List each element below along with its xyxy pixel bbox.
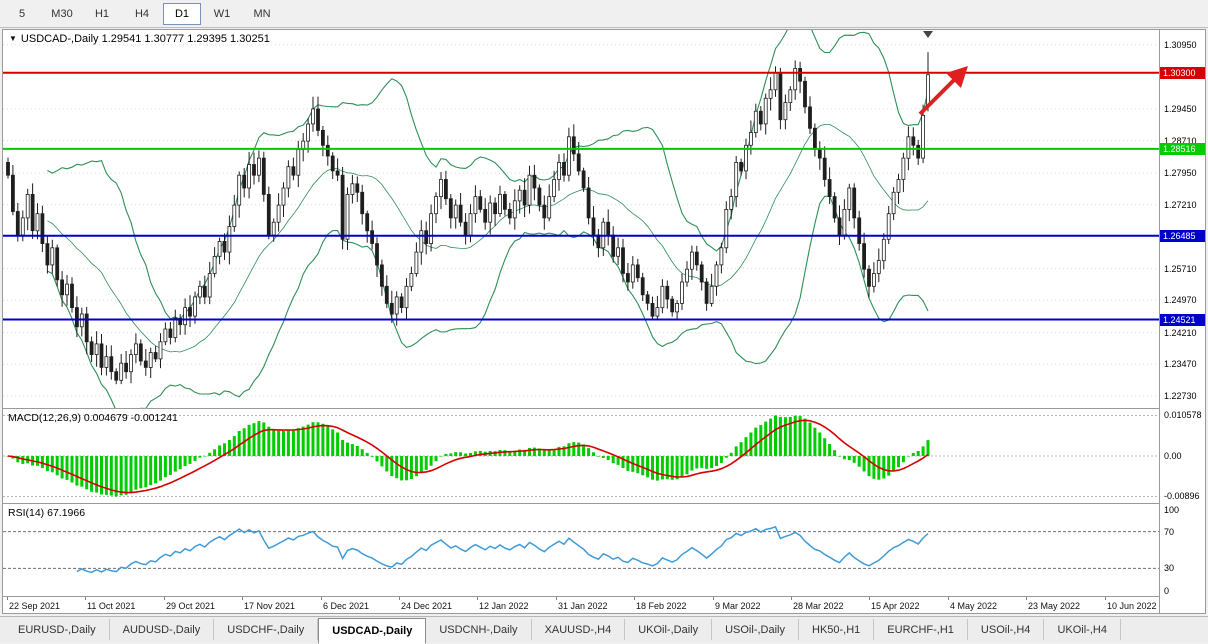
price-tick-1.27950: 1.27950 bbox=[1164, 168, 1197, 178]
tab-ukoil-daily[interactable]: UKOil-,Daily bbox=[625, 619, 713, 640]
price-tick-1.24970: 1.24970 bbox=[1164, 295, 1197, 305]
date-tick bbox=[634, 597, 635, 600]
date-label: 22 Sep 2021 bbox=[9, 601, 61, 611]
date-tick bbox=[321, 597, 322, 600]
panel-splitter bbox=[3, 596, 1205, 597]
breakout-arrow-annotation[interactable] bbox=[918, 66, 968, 116]
candlestick-series bbox=[6, 52, 930, 385]
rsi-value: 67.1966 bbox=[47, 507, 86, 519]
price-tick-1.29450: 1.29450 bbox=[1164, 104, 1197, 114]
rsi-panel-canvas[interactable] bbox=[3, 504, 1159, 596]
timeframe-w1[interactable]: W1 bbox=[213, 7, 231, 20]
tab-usoil-daily[interactable]: USOil-,Daily bbox=[712, 619, 799, 640]
date-label: 11 Oct 2021 bbox=[87, 601, 136, 611]
date-tick bbox=[477, 597, 478, 600]
macd-signal-value: -0.001241 bbox=[130, 412, 178, 424]
date-tick bbox=[85, 597, 86, 600]
chart-window: ▼ USDCAD-,Daily 1.29541 1.30777 1.29395 … bbox=[2, 29, 1206, 614]
timeframe-5[interactable]: 5 bbox=[18, 7, 26, 20]
date-axis: 22 Sep 2021 11 Oct 2021 29 Oct 2021 17 Nov … bbox=[3, 597, 1159, 613]
tab-usdcnh-daily[interactable]: USDCNH-,Daily bbox=[426, 619, 532, 640]
price-tick-1.27210: 1.27210 bbox=[1164, 200, 1197, 210]
macd-name: MACD(12,26,9) bbox=[8, 412, 81, 424]
price-tick-1.24210: 1.24210 bbox=[1164, 328, 1197, 338]
tab-eurusd-daily[interactable]: EURUSD-,Daily bbox=[5, 619, 110, 640]
date-label: 24 Dec 2021 bbox=[401, 601, 453, 611]
symbol-tab-bar: EURUSD-,Daily AUDUSD-,Daily USDCHF-,Daily U… bbox=[0, 616, 1208, 644]
date-tick bbox=[399, 597, 400, 600]
date-label: 4 May 2022 bbox=[950, 601, 998, 611]
date-label: 9 Mar 2022 bbox=[715, 601, 761, 611]
rsi-line bbox=[76, 525, 929, 574]
date-tick bbox=[1105, 597, 1106, 600]
timeframe-d1[interactable]: D1 bbox=[163, 2, 201, 25]
date-tick bbox=[7, 597, 8, 600]
rsi-indicator-label: RSI(14) 67.1966 bbox=[8, 507, 85, 519]
price-tag-1.24521[interactable]: 1.24521 bbox=[1160, 314, 1205, 326]
date-tick bbox=[869, 597, 870, 600]
date-label: 17 Nov 2021 bbox=[244, 601, 296, 611]
timeframe-toolbar: 5 M30 H1 H4 D1 W1 MN bbox=[0, 0, 1208, 28]
date-label: 18 Feb 2022 bbox=[636, 601, 687, 611]
rsi-scale-0: 0 bbox=[1164, 586, 1170, 596]
timeframe-h4[interactable]: H4 bbox=[134, 7, 150, 20]
price-tick-1.30950: 1.30950 bbox=[1164, 40, 1197, 50]
macd-panel-canvas[interactable] bbox=[3, 409, 1159, 503]
timeframe-mn[interactable]: MN bbox=[253, 7, 271, 20]
panel-splitter[interactable] bbox=[3, 503, 1205, 504]
price-tick-1.28710: 1.28710 bbox=[1164, 136, 1197, 146]
date-label: 29 Oct 2021 bbox=[166, 601, 216, 611]
date-tick bbox=[1026, 597, 1027, 600]
date-label: 10 Jun 2022 bbox=[1107, 601, 1157, 611]
date-label: 28 Mar 2022 bbox=[793, 601, 844, 611]
price-tick-1.22730: 1.22730 bbox=[1164, 391, 1197, 401]
tab-usoil-h4[interactable]: USOil-,H4 bbox=[968, 619, 1045, 640]
rsi-scale-30: 30 bbox=[1164, 563, 1175, 573]
price-chart-canvas[interactable] bbox=[3, 30, 1159, 408]
date-label: 15 Apr 2022 bbox=[871, 601, 920, 611]
price-tag-1.26485[interactable]: 1.26485 bbox=[1160, 230, 1205, 242]
panel-splitter[interactable] bbox=[3, 408, 1205, 409]
macd-indicator-label: MACD(12,26,9) 0.004679 -0.001241 bbox=[8, 412, 178, 424]
tab-ukoil-h4[interactable]: UKOil-,H4 bbox=[1044, 619, 1121, 640]
scale-border bbox=[1159, 30, 1160, 613]
chart-shift-marker[interactable] bbox=[923, 31, 933, 38]
tab-hk50-h1[interactable]: HK50-,H1 bbox=[799, 619, 875, 640]
date-label: 6 Dec 2021 bbox=[323, 601, 370, 611]
rsi-scale-70: 70 bbox=[1164, 527, 1175, 537]
price-tick-1.25710: 1.25710 bbox=[1164, 264, 1197, 274]
macd-scale-top: 0.010578 bbox=[1164, 410, 1202, 420]
one-click-trading-icon[interactable]: ▼ bbox=[9, 34, 17, 43]
rsi-name: RSI(14) bbox=[8, 507, 45, 519]
price-scale-column: 1.30950 1.29450 1.28710 1.27950 1.27210 1.257… bbox=[1160, 30, 1205, 613]
price-tick-1.23470: 1.23470 bbox=[1164, 359, 1197, 369]
date-tick bbox=[791, 597, 792, 600]
macd-scale-zero: 0.00 bbox=[1164, 451, 1182, 461]
chart-title: ▼ USDCAD-,Daily 1.29541 1.30777 1.29395 … bbox=[9, 33, 270, 45]
tab-usdcad-daily[interactable]: USDCAD-,Daily bbox=[318, 618, 427, 644]
rsi-scale-100: 100 bbox=[1164, 505, 1180, 515]
date-label: 31 Jan 2022 bbox=[558, 601, 608, 611]
date-tick bbox=[242, 597, 243, 600]
chart-title-text: USDCAD-,Daily 1.29541 1.30777 1.29395 1.… bbox=[20, 33, 270, 45]
price-tag-1.30300[interactable]: 1.30300 bbox=[1160, 67, 1205, 79]
tab-audusd-daily[interactable]: AUDUSD-,Daily bbox=[110, 619, 215, 640]
timeframe-h1[interactable]: H1 bbox=[94, 7, 110, 20]
price-tag-1.28516[interactable]: 1.28516 bbox=[1160, 143, 1205, 155]
timeframe-m30[interactable]: M30 bbox=[51, 7, 73, 20]
date-tick bbox=[164, 597, 165, 600]
tab-xauusd-h4[interactable]: XAUUSD-,H4 bbox=[532, 619, 626, 640]
date-tick bbox=[948, 597, 949, 600]
date-label: 23 May 2022 bbox=[1028, 601, 1081, 611]
date-tick bbox=[556, 597, 557, 600]
macd-signal-line bbox=[7, 419, 929, 494]
macd-value: 0.004679 bbox=[83, 412, 128, 424]
date-label: 12 Jan 2022 bbox=[479, 601, 529, 611]
macd-scale-bottom: -0.00896 bbox=[1164, 491, 1200, 501]
tab-eurchf-h1[interactable]: EURCHF-,H1 bbox=[874, 619, 968, 640]
tab-usdchf-daily[interactable]: USDCHF-,Daily bbox=[214, 619, 319, 640]
date-tick bbox=[713, 597, 714, 600]
